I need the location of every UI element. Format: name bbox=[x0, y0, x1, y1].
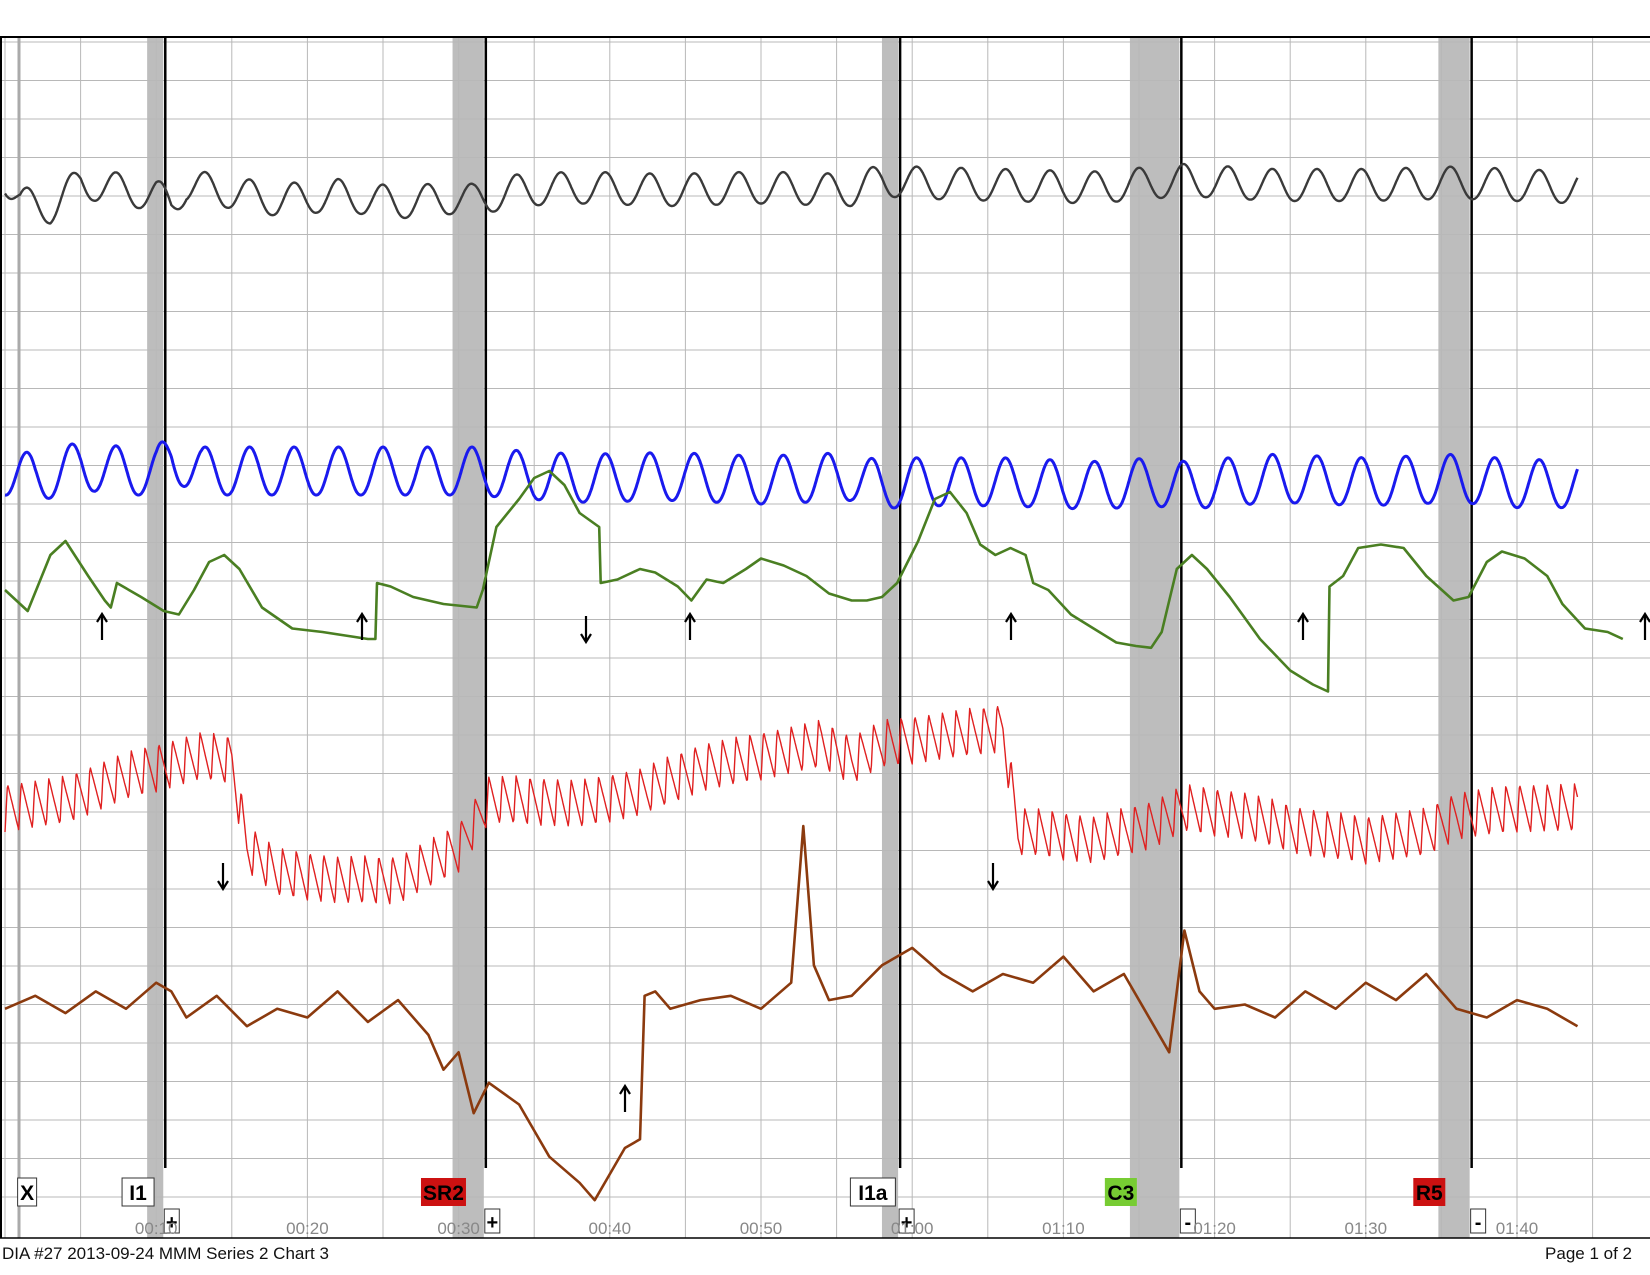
artifact-arrow-3 bbox=[684, 611, 696, 640]
time-tick-30: 00:30 bbox=[437, 1219, 480, 1238]
question-shade-5 bbox=[1438, 37, 1470, 1238]
question-shade-4 bbox=[1129, 37, 1180, 1238]
artifact-arrow-7 bbox=[987, 863, 999, 892]
artifact-arrow-8 bbox=[619, 1083, 631, 1112]
question-text-I1: I1 bbox=[129, 1182, 147, 1205]
artifact-arrow-6 bbox=[217, 863, 229, 892]
answer-text-SR2: + bbox=[486, 1212, 498, 1234]
trace-eda bbox=[4, 469, 1624, 693]
trace-pneumo_lower bbox=[4, 440, 1579, 511]
question-text-I1a: I1a bbox=[858, 1182, 888, 1205]
time-tick-60: 01:00 bbox=[891, 1219, 934, 1238]
question-text-SR2: SR2 bbox=[423, 1182, 464, 1205]
answer-box-R5: - bbox=[1470, 1208, 1487, 1234]
trace-pneumo_upper bbox=[4, 162, 1579, 225]
question-text-R5: R5 bbox=[1416, 1182, 1443, 1205]
answer-box-I1: + bbox=[163, 1208, 180, 1234]
onset-line-layer bbox=[17, 37, 1473, 1238]
question-shade-1 bbox=[147, 37, 164, 1238]
question-text-X: X bbox=[20, 1182, 34, 1205]
answer-text-C3: - bbox=[1185, 1212, 1192, 1234]
artifact-arrow-2 bbox=[580, 616, 592, 645]
chart-caption: DIA #27 2013-09-24 MMM Series 2 Chart 3 bbox=[2, 1244, 329, 1263]
answer-box-SR2: + bbox=[484, 1208, 501, 1234]
question-text-C3: C3 bbox=[1107, 1182, 1134, 1205]
time-tick-50: 00:50 bbox=[740, 1219, 783, 1238]
artifact-arrow-5 bbox=[1297, 611, 1309, 640]
time-tick-100: 01:40 bbox=[1496, 1219, 1539, 1238]
trace-cardio bbox=[4, 706, 1579, 905]
time-tick-20: 00:20 bbox=[286, 1219, 329, 1238]
question-label-layer: X I1 + SR2 + I1a + C3 - R5 - bbox=[17, 1177, 1487, 1234]
question-label-C3: C3 bbox=[1104, 1178, 1137, 1206]
trace-layer bbox=[4, 162, 1624, 1202]
time-tick-10: 00:10 bbox=[135, 1219, 178, 1238]
time-tick-80: 01:20 bbox=[1193, 1219, 1236, 1238]
answer-box-C3: - bbox=[1179, 1208, 1196, 1234]
time-tick-40: 00:40 bbox=[589, 1219, 632, 1238]
answer-text-R5: - bbox=[1475, 1212, 1482, 1234]
question-label-SR2: SR2 bbox=[420, 1178, 466, 1206]
page-indicator: Page 1 of 2 bbox=[1545, 1244, 1632, 1263]
question-shade-layer bbox=[147, 37, 1470, 1238]
question-label-I1: I1 bbox=[121, 1177, 155, 1207]
artifact-arrow-layer bbox=[96, 611, 1650, 1112]
question-label-I1a: I1a bbox=[849, 1177, 896, 1207]
answer-text-I1: + bbox=[166, 1212, 178, 1234]
question-label-R5: R5 bbox=[1413, 1178, 1446, 1206]
answer-box-I1a: + bbox=[898, 1208, 915, 1234]
question-label-X: X bbox=[17, 1177, 38, 1207]
artifact-arrow-0 bbox=[96, 611, 108, 640]
time-tick-70: 01:10 bbox=[1042, 1219, 1085, 1238]
artifact-arrow-1 bbox=[356, 611, 368, 640]
question-shade-2 bbox=[452, 37, 484, 1238]
chart-background bbox=[0, 36, 1650, 1239]
grid-layer bbox=[0, 37, 1650, 1238]
answer-text-I1a: + bbox=[901, 1212, 913, 1234]
trace-movement bbox=[4, 824, 1579, 1202]
time-tick-90: 01:30 bbox=[1345, 1219, 1388, 1238]
artifact-arrow-9 bbox=[1639, 611, 1650, 640]
question-shade-3 bbox=[881, 37, 899, 1238]
artifact-arrow-4 bbox=[1005, 611, 1017, 640]
time-tick-layer: 00:10 00:20 00:30 00:40 00:50 01:00 01:10 01:20… bbox=[135, 1219, 1538, 1238]
